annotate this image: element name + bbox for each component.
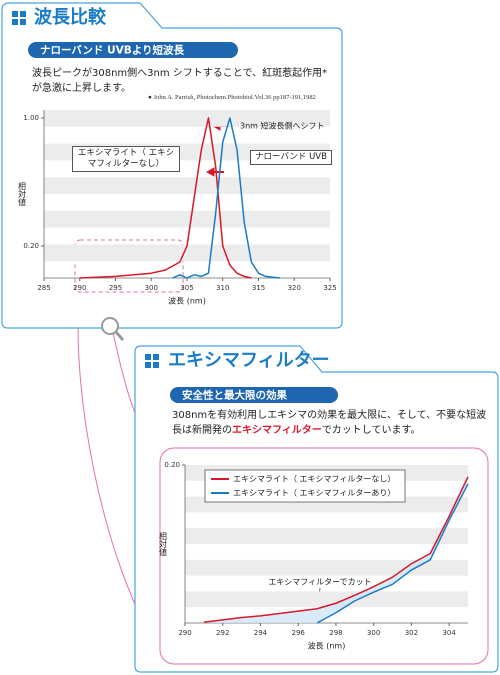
x-tick-label: 290 bbox=[178, 629, 191, 637]
panel-title: 波長比較 bbox=[34, 6, 107, 28]
stripe bbox=[44, 110, 330, 127]
x-tick-label: 320 bbox=[288, 284, 301, 292]
text: でカットしています。 bbox=[321, 425, 421, 436]
y-tick-label: 1.00 bbox=[23, 114, 39, 122]
x-tick-label: 304 bbox=[442, 629, 456, 637]
annotation: 3nm 短波長側へシフト bbox=[240, 121, 325, 131]
icon bbox=[12, 11, 26, 25]
y-tick-label: 0.20 bbox=[164, 461, 180, 469]
y-axis-label: 相対値 bbox=[18, 181, 27, 207]
panel-title: エキシマフィルター bbox=[168, 350, 330, 371]
pill bbox=[28, 42, 238, 58]
text: 308nmを有効利用しエキシマの効果を最大限に、そして、不要な短波長は新開発の bbox=[172, 410, 487, 436]
x-tick-label: 285 bbox=[37, 284, 50, 292]
stripe bbox=[185, 591, 468, 608]
magnifier bbox=[101, 317, 125, 341]
highlight: エキシマフィルター bbox=[232, 425, 322, 436]
pill bbox=[170, 387, 338, 403]
x-tick-label: 310 bbox=[216, 284, 229, 292]
annotation: エキシマフィルターでカット bbox=[268, 578, 371, 587]
paragraph: 308nmを有効利用しエキシマの効果を最大限に、そして、不要な短波長は新開発のエ… bbox=[172, 408, 490, 438]
legend-label: エキシマライト（ エキシマフィルターなし） bbox=[233, 475, 395, 484]
citation: ● John A. Parrish, Photochem.Photobiol.V… bbox=[148, 94, 316, 101]
series-callout: ナローバンド UVB bbox=[250, 150, 332, 165]
y-axis-label: 相対値 bbox=[159, 531, 168, 557]
pill-text: 安全性と最大限の効果 bbox=[182, 389, 287, 402]
x-tick-label: 302 bbox=[405, 629, 418, 637]
x-tick-label: 292 bbox=[216, 629, 229, 637]
x-tick-label: 298 bbox=[329, 629, 342, 637]
series-line bbox=[79, 117, 252, 279]
y-tick-label: 0.20 bbox=[23, 242, 39, 250]
icon bbox=[145, 354, 159, 368]
stripe bbox=[44, 177, 330, 194]
paragraph: 波長ピークが308nm側へ3nm シフトすることで、紅斑惹起作用*が急激に上昇し… bbox=[32, 68, 328, 94]
legend-label: エキシマライト（ エキシマフィルターあり） bbox=[233, 489, 395, 498]
stripe bbox=[185, 528, 468, 544]
pill-text: ナローバンド UVBより短波長 bbox=[40, 44, 185, 57]
stripe bbox=[185, 559, 468, 576]
x-tick-label: 294 bbox=[254, 629, 268, 637]
x-tick-label: 300 bbox=[367, 629, 380, 637]
x-tick-label: 295 bbox=[109, 284, 122, 292]
stripe bbox=[44, 210, 330, 228]
x-tick-label: 296 bbox=[292, 629, 306, 637]
x-tick-label: 290 bbox=[73, 284, 86, 292]
stripe bbox=[44, 244, 330, 262]
x-tick-label: 305 bbox=[180, 284, 193, 292]
series-line bbox=[172, 117, 281, 279]
x-axis-label: 波長 (nm) bbox=[308, 641, 346, 651]
x-tick-label: 315 bbox=[252, 284, 265, 292]
x-axis-label: 波長 (nm) bbox=[168, 296, 206, 306]
series-callout: エキシマライト（ エキシマフィルターなし） bbox=[72, 146, 180, 172]
series-line bbox=[203, 476, 469, 623]
x-tick-label: 300 bbox=[145, 284, 158, 292]
legend-box bbox=[204, 469, 406, 503]
zoom-region bbox=[74, 239, 184, 293]
x-tick-label: 325 bbox=[323, 284, 336, 292]
series-line bbox=[316, 483, 469, 624]
